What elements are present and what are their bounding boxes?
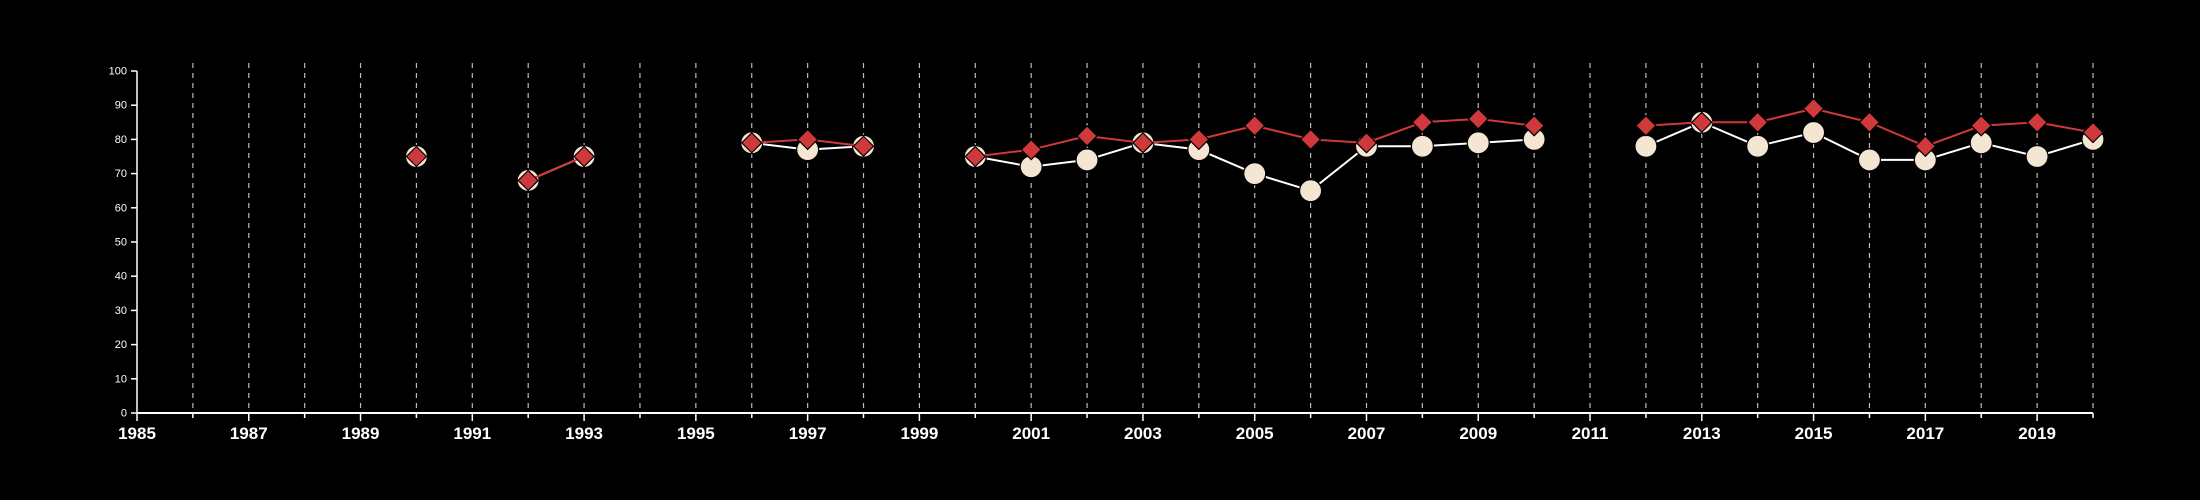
y-tick-label: 70 [115, 168, 127, 180]
x-tick-label: 1991 [453, 424, 491, 443]
x-tick-label: 2003 [1124, 424, 1162, 443]
data-point-diamond [1746, 111, 1769, 134]
data-point-diamond [405, 145, 428, 168]
x-tick-label: 2019 [2018, 424, 2056, 443]
x-tick-label: 2001 [1012, 424, 1050, 443]
y-tick-label: 20 [115, 339, 127, 351]
data-point-circle [1801, 120, 1826, 145]
x-tick-label: 1985 [118, 424, 156, 443]
y-tick-label: 50 [115, 237, 127, 249]
y-tick-label: 10 [115, 373, 127, 385]
y-tick-label: 30 [115, 305, 127, 317]
data-point-circle [1466, 131, 1490, 155]
x-tick-label: 2007 [1348, 424, 1386, 443]
data-point-diamond [1690, 111, 1713, 134]
x-tick-label: 1993 [565, 424, 603, 443]
x-tick-label: 2017 [1906, 424, 1944, 443]
data-point-diamond [573, 145, 595, 168]
data-point-diamond [2026, 111, 2048, 134]
x-tick-label: 1999 [900, 424, 938, 443]
data-point-diamond [1411, 111, 1434, 134]
data-point-diamond [1355, 131, 1378, 154]
data-point-diamond [964, 145, 987, 168]
x-tick-label: 2005 [1236, 424, 1274, 443]
x-tick-label: 1987 [230, 424, 268, 443]
data-point-diamond [1635, 114, 1657, 137]
data-point-diamond [1243, 114, 1266, 137]
y-tick-label: 80 [115, 134, 127, 146]
x-tick-label: 2013 [1683, 424, 1721, 443]
series-layer [404, 97, 2105, 203]
data-point-diamond [796, 128, 819, 151]
x-tick-label: 1997 [789, 424, 827, 443]
y-tick-label: 0 [121, 408, 127, 420]
data-point-diamond [1132, 131, 1154, 154]
axes: 0 10 20 30 40 50 60 70 80 90 100 1985 1987 1989 1991 19… [109, 66, 2094, 443]
y-tick-label: 90 [115, 100, 127, 112]
data-point-diamond [1187, 128, 1210, 151]
data-point-circle [2025, 144, 2049, 169]
x-tick-label: 2015 [1795, 424, 1833, 443]
data-point-diamond [517, 169, 540, 192]
data-point-diamond [1299, 128, 1322, 151]
y-tick-label: 60 [115, 202, 127, 214]
data-point-circle [1857, 148, 1882, 172]
data-point-circle [1298, 179, 1323, 203]
data-point-diamond [1020, 138, 1043, 161]
data-point-diamond [852, 135, 875, 158]
data-point-diamond [740, 131, 763, 154]
data-point-diamond [1076, 125, 1098, 147]
data-point-circle [1410, 134, 1434, 158]
data-point-circle [1634, 134, 1658, 158]
data-point-circle [1075, 148, 1099, 172]
y-tick-label: 40 [115, 271, 127, 283]
data-point-diamond [1970, 114, 1993, 137]
data-point-diamond [1523, 114, 1545, 137]
data-point-circle [1243, 162, 1267, 186]
y-tick-label: 100 [109, 66, 127, 78]
x-tick-label: 2011 [1572, 424, 1609, 443]
series-diamond [405, 97, 2104, 192]
series-line-diamond [527, 155, 585, 182]
data-point-diamond [1858, 111, 1881, 134]
data-point-circle [1746, 134, 1770, 158]
x-tick-label: 2009 [1459, 424, 1497, 443]
grid-lines [192, 63, 2094, 413]
x-tick-label: 1995 [677, 424, 715, 443]
data-point-diamond [1467, 108, 1490, 130]
series-circle [404, 110, 2105, 203]
data-point-diamond [1802, 97, 1825, 120]
data-point-diamond [2082, 121, 2104, 144]
data-point-diamond [1914, 135, 1937, 158]
x-tick-label: 1989 [342, 424, 380, 443]
